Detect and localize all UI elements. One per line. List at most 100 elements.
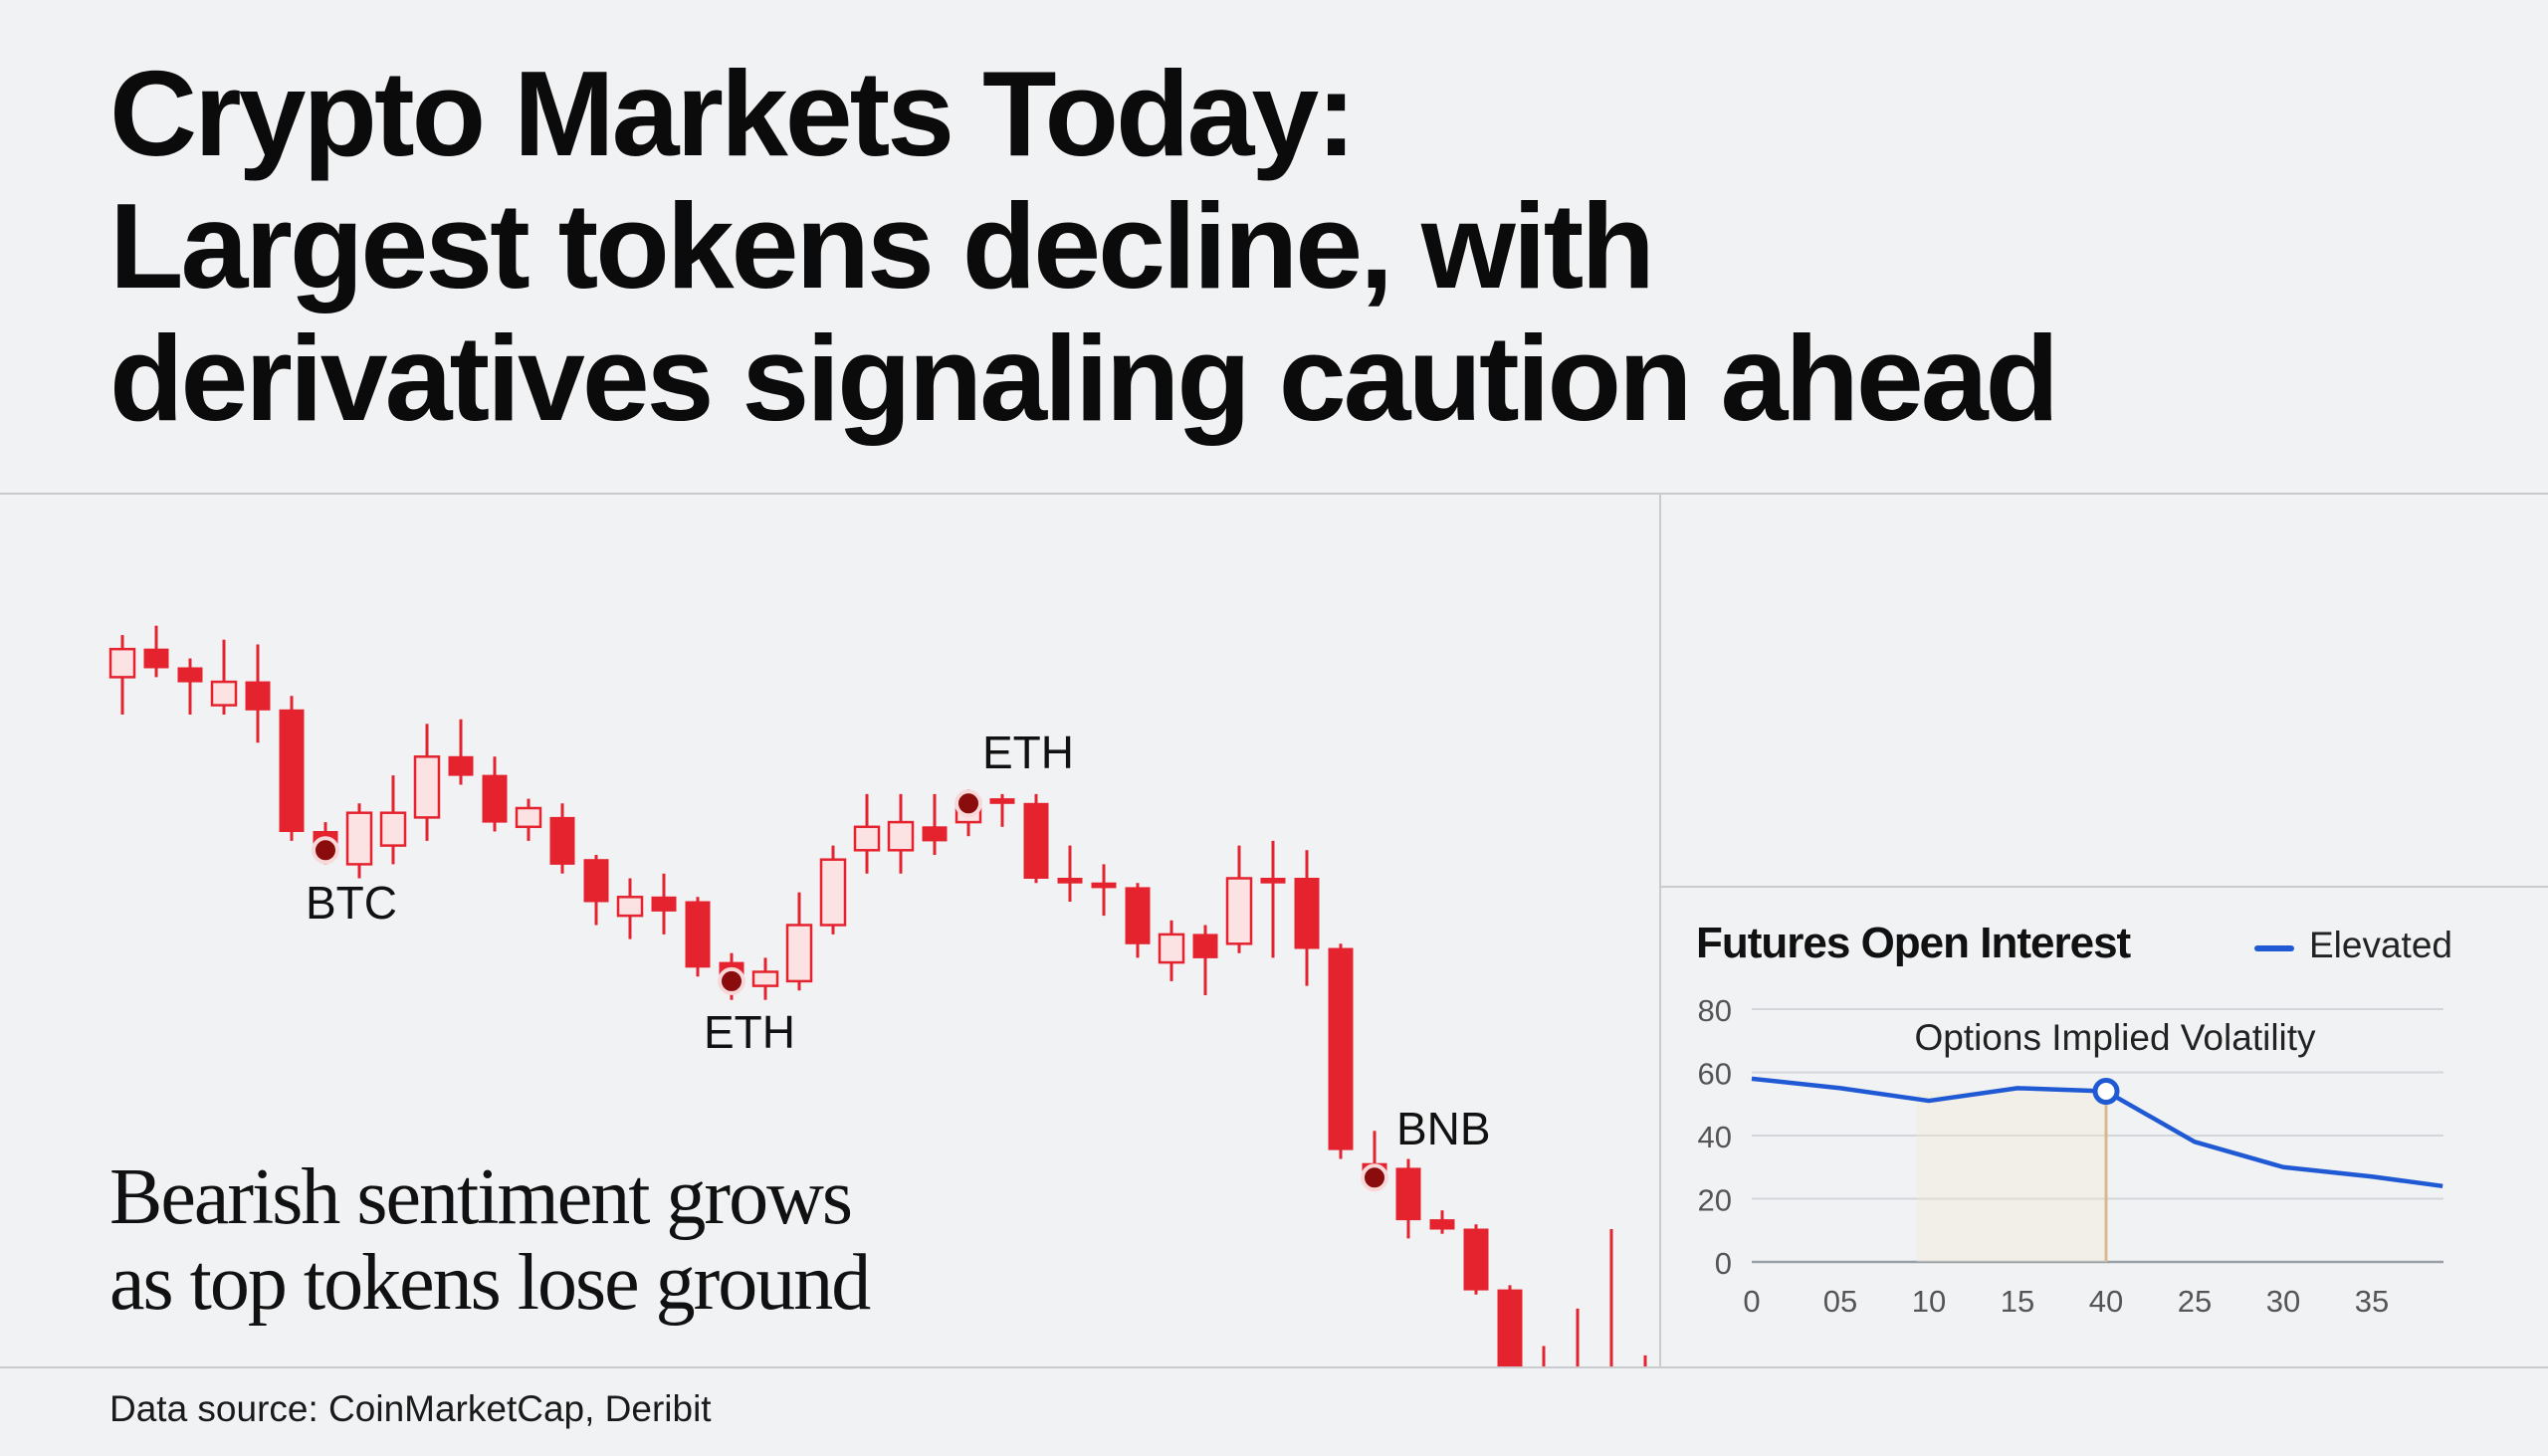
candle bbox=[1057, 845, 1083, 902]
candle bbox=[210, 639, 238, 715]
candle-body-up bbox=[616, 896, 644, 918]
x-tick-label: 10 bbox=[1912, 1284, 1946, 1319]
vertical-divider bbox=[1659, 494, 1661, 1366]
candle bbox=[1497, 1285, 1523, 1366]
candle-body-down bbox=[1057, 878, 1083, 884]
candle-body-down bbox=[177, 667, 203, 683]
x-tick-label: 25 bbox=[2178, 1284, 2212, 1319]
candle-body-up bbox=[785, 924, 813, 983]
x-tick-label: 35 bbox=[2355, 1284, 2389, 1319]
candle-body-up bbox=[413, 755, 441, 819]
candle bbox=[1328, 943, 1354, 1159]
candle bbox=[989, 793, 1015, 827]
y-tick-label: 0 bbox=[1715, 1246, 1732, 1281]
candle bbox=[482, 756, 508, 832]
top-divider bbox=[0, 493, 2548, 495]
legend-swatch bbox=[2254, 945, 2294, 951]
candle bbox=[751, 957, 779, 1000]
candle-body-up bbox=[853, 825, 881, 852]
y-tick-label: 60 bbox=[1698, 1057, 1732, 1092]
candle bbox=[1023, 793, 1049, 884]
candlestick-chart bbox=[108, 625, 1647, 1366]
x-tick-label: 30 bbox=[2266, 1284, 2300, 1319]
candle bbox=[1395, 1158, 1421, 1239]
candle-body-down bbox=[651, 896, 677, 912]
candle-body-down bbox=[549, 816, 575, 865]
headline-line-1: Crypto Markets Today: bbox=[109, 46, 1357, 181]
candle-body-down bbox=[1497, 1289, 1523, 1366]
annotation-label-eth: ETH bbox=[704, 1005, 795, 1058]
annotation-label-eth: ETH bbox=[982, 727, 1074, 779]
candle-body-down bbox=[1429, 1219, 1455, 1230]
candle bbox=[279, 696, 305, 841]
candle-body-up bbox=[1158, 933, 1185, 964]
candle-body-down bbox=[1294, 878, 1320, 949]
candle bbox=[1294, 850, 1320, 986]
candle bbox=[177, 658, 203, 715]
candle bbox=[583, 855, 609, 926]
candle-body-up bbox=[1225, 877, 1253, 945]
y-tick-label: 20 bbox=[1698, 1183, 1732, 1218]
headline-line-3: derivatives signaling caution ahead bbox=[109, 311, 2059, 446]
candle bbox=[819, 845, 847, 935]
highlight-point bbox=[2092, 1078, 2120, 1106]
legend-label: Elevated bbox=[2309, 925, 2452, 965]
candle-body-down bbox=[1260, 878, 1286, 884]
candle-body-down bbox=[279, 709, 305, 832]
candle-body-up bbox=[108, 647, 136, 679]
candle-body-down bbox=[685, 901, 711, 968]
candle bbox=[1158, 920, 1185, 981]
candle bbox=[245, 644, 271, 743]
candle bbox=[1542, 1346, 1546, 1366]
candle bbox=[108, 635, 136, 715]
candle bbox=[922, 793, 948, 855]
candle-body-down bbox=[922, 826, 948, 842]
candle bbox=[1091, 864, 1117, 917]
candle bbox=[379, 775, 407, 865]
candle bbox=[1429, 1210, 1455, 1234]
annotation-marker bbox=[312, 836, 339, 865]
candle-body-up bbox=[515, 806, 542, 829]
candle-body-down bbox=[482, 774, 508, 823]
subheadline: Bearish sentiment grows as top tokens lo… bbox=[109, 1153, 871, 1326]
candle-body-up bbox=[819, 858, 847, 927]
candle-body-down bbox=[989, 798, 1015, 804]
candle-body-up bbox=[210, 680, 238, 707]
annotation-marker bbox=[718, 966, 745, 995]
y-tick-label: 40 bbox=[1698, 1120, 1732, 1154]
candle-body-up bbox=[345, 811, 373, 866]
data-source: Data source: CoinMarketCap, Deribit bbox=[109, 1388, 712, 1429]
chart-annotation: Options Implied Volatility bbox=[1914, 1017, 2316, 1058]
candle bbox=[651, 873, 677, 935]
candle bbox=[1192, 925, 1218, 995]
candle-body-down bbox=[1125, 887, 1151, 944]
x-tick-label: 0 bbox=[1743, 1284, 1760, 1319]
candle bbox=[1576, 1308, 1580, 1366]
candle bbox=[785, 892, 813, 991]
annotation-marker bbox=[955, 789, 982, 818]
subheadline-line-1: Bearish sentiment grows bbox=[109, 1153, 853, 1241]
headline-line-2: Largest tokens decline, with bbox=[109, 178, 1655, 313]
annotation-label-btc: BTC bbox=[306, 877, 397, 930]
candle-body-down bbox=[1023, 802, 1049, 879]
candle bbox=[143, 625, 169, 678]
panel-divider bbox=[1661, 886, 2548, 888]
x-tick-label: 40 bbox=[2089, 1284, 2123, 1319]
candle-body-down bbox=[583, 859, 609, 903]
candle-body-down bbox=[448, 755, 474, 776]
candle-body-down bbox=[1463, 1228, 1489, 1291]
x-tick-label: 05 bbox=[1823, 1284, 1857, 1319]
highlight-band bbox=[1917, 1091, 2106, 1262]
candle-body-down bbox=[1192, 934, 1218, 958]
candle-body-down bbox=[1328, 947, 1354, 1150]
series-line bbox=[1751, 1076, 2443, 1189]
candle-body-down bbox=[1395, 1167, 1421, 1221]
candle bbox=[1125, 883, 1151, 958]
candle bbox=[515, 798, 542, 841]
candle bbox=[549, 803, 575, 874]
candle bbox=[345, 803, 373, 879]
candle bbox=[616, 878, 644, 939]
candle-body-down bbox=[1091, 882, 1117, 889]
panel-title: Futures Open Interest bbox=[1696, 919, 2131, 967]
candle bbox=[448, 719, 474, 785]
